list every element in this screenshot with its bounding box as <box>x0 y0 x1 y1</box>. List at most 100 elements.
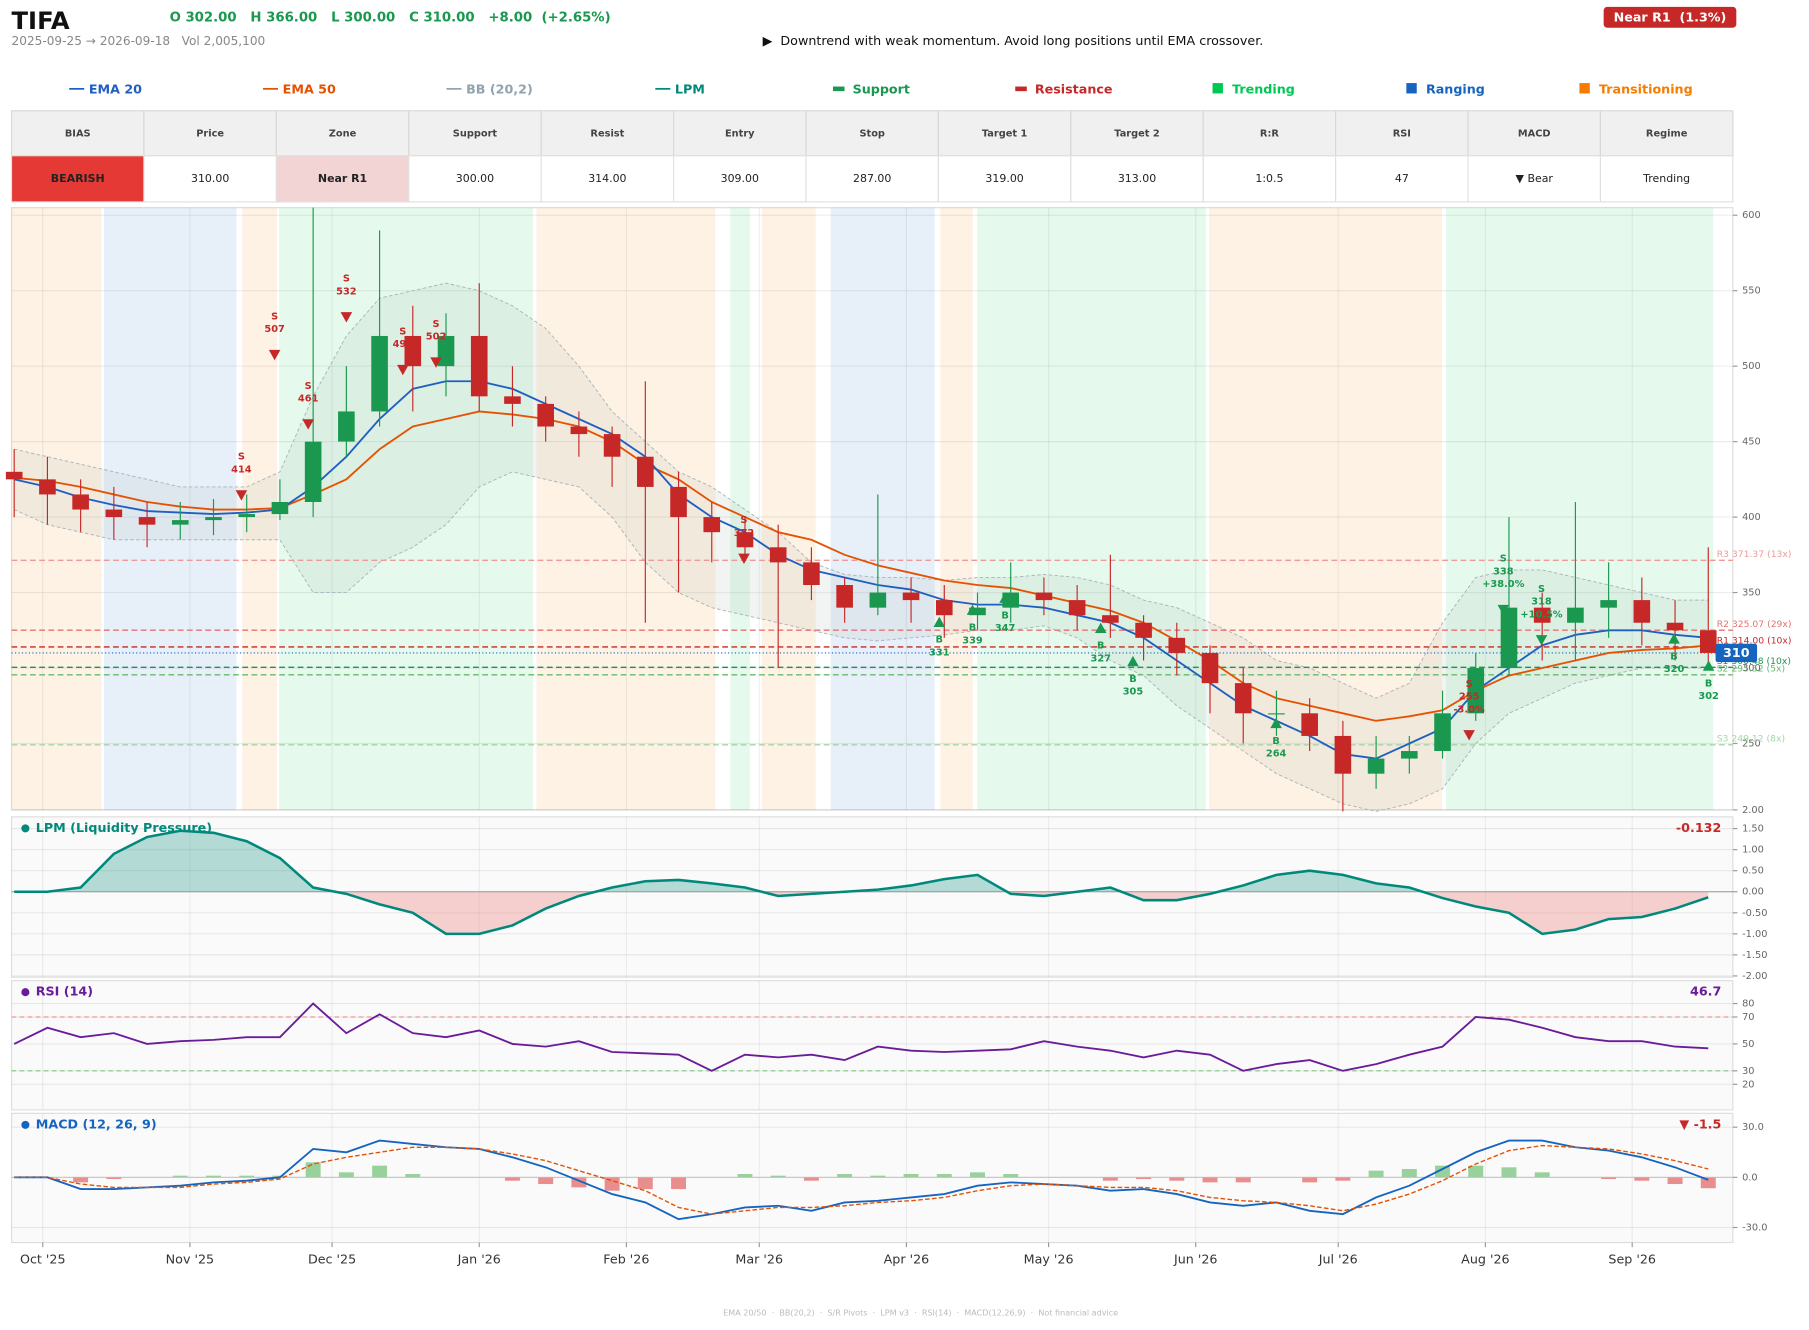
signal-marker <box>397 364 409 376</box>
legend-label: BB (20,2) <box>466 81 533 96</box>
regime-band <box>279 207 534 810</box>
candle-body <box>404 335 422 367</box>
table-header: MACD <box>1518 128 1551 139</box>
macd-histogram-bar <box>770 1175 786 1178</box>
macd-histogram-bar <box>1601 1177 1617 1180</box>
candle-body <box>1401 751 1418 759</box>
legend-label: Transitioning <box>1599 81 1693 96</box>
macd-histogram-bar <box>1468 1165 1484 1178</box>
table-value: 47 <box>1395 172 1409 185</box>
x-tick-label: Aug '26 <box>1461 1251 1509 1266</box>
legend-swatch <box>1212 83 1223 94</box>
legend-label: EMA 50 <box>283 81 336 96</box>
macd-histogram-bar <box>870 1175 886 1178</box>
signal-price: 372 <box>734 528 754 539</box>
signal-label: S <box>1500 554 1507 565</box>
x-tick-label: Jan '26 <box>457 1251 501 1266</box>
signal-marker <box>1668 633 1680 644</box>
badge: Near R1 (1.3%) <box>1614 9 1727 24</box>
signal-label: S <box>238 452 245 463</box>
macd-histogram-bar <box>803 1177 819 1181</box>
candle-body <box>1168 637 1186 653</box>
signal-marker <box>966 604 979 615</box>
sr-label: S3 249.12 (8x) <box>1717 734 1785 745</box>
candle-body <box>1102 615 1119 623</box>
candle-body <box>1633 600 1651 623</box>
signal-price: 302 <box>1698 691 1718 702</box>
signal-price: 255 <box>1459 692 1480 703</box>
candle-body <box>1367 758 1385 774</box>
lpm-line <box>14 829 1709 936</box>
panel <box>10 816 1734 978</box>
signal-price: 532 <box>336 286 356 297</box>
candle-body <box>171 520 189 525</box>
regime-band <box>830 207 935 810</box>
x-tick-label: Mar '26 <box>735 1251 783 1266</box>
macd-histogram-bar <box>405 1174 421 1178</box>
panel-readout: ▼ -1.5 <box>1679 1116 1721 1131</box>
candle-body <box>470 335 488 397</box>
table-header: BIAS <box>65 128 91 139</box>
table-value: 314.00 <box>588 172 626 185</box>
signal-marker <box>1702 660 1715 671</box>
macd-histogram-bar <box>206 1175 221 1178</box>
table-header: R:R <box>1260 128 1279 139</box>
signal-marker <box>999 592 1011 603</box>
y-tick-label: 2.00 <box>1742 805 1764 816</box>
candle-body <box>1268 713 1285 715</box>
x-tick-label: Nov '25 <box>166 1251 214 1266</box>
signal-note: +10.5% <box>1520 609 1562 620</box>
y-tick-label: 300 <box>1742 663 1761 674</box>
table-cell <box>1335 155 1469 203</box>
signal-marker <box>1535 635 1548 646</box>
regime-band <box>761 207 816 810</box>
y-tick-label: 0.00 <box>1742 887 1764 898</box>
panel-readout: -0.132 <box>1676 820 1721 835</box>
candle-body <box>105 509 123 518</box>
signal-price: 502 <box>426 332 446 343</box>
x-tick-label: Sep '26 <box>1608 1251 1656 1266</box>
macd-histogram-bar <box>1667 1177 1683 1185</box>
signal-label: B <box>1705 678 1712 689</box>
x-tick-label: Jul '26 <box>1318 1251 1358 1266</box>
table-cell <box>805 155 939 203</box>
table-value: 310.00 <box>191 172 229 185</box>
panel <box>10 1112 1734 1244</box>
candle-body <box>1467 668 1485 714</box>
date-range: 2025-09-25 → 2026-09-18 Vol 2,005,100 <box>12 34 266 48</box>
table-header-cell <box>540 110 675 157</box>
y-tick-label: 600 <box>1742 210 1761 221</box>
regime-band <box>940 207 973 810</box>
candle-body <box>969 607 986 616</box>
macd-histogram-bar <box>172 1175 188 1178</box>
macd-histogram-bar <box>1700 1177 1716 1189</box>
macd-histogram-bar <box>73 1177 89 1183</box>
candle-body <box>1600 600 1617 608</box>
x-tick-label: Apr '26 <box>884 1251 930 1266</box>
signal-marker <box>1497 604 1510 616</box>
candle-body <box>1234 683 1252 714</box>
macd-histogram-bar <box>338 1172 354 1178</box>
y-tick-label: 0.0 <box>1742 1172 1758 1183</box>
signal-marker <box>1270 717 1282 729</box>
table-header-cell <box>673 110 807 157</box>
signal-price: 347 <box>995 623 1016 634</box>
macd-histogram-bar <box>571 1177 587 1188</box>
candle-body <box>1068 600 1086 616</box>
table-value: Trending <box>1642 172 1690 185</box>
y-tick-label: 30.0 <box>1742 1122 1764 1133</box>
signal-note: -3.0% <box>1453 704 1484 715</box>
macd-histogram-bar <box>1401 1168 1417 1178</box>
candle-body <box>238 514 256 518</box>
table-header: Entry <box>725 128 755 139</box>
table-cell <box>408 155 542 203</box>
signal-label: B <box>1670 651 1677 662</box>
macd-histogram-bar <box>504 1177 520 1181</box>
table-value: 300.00 <box>456 172 494 185</box>
badge-bg <box>1603 6 1737 28</box>
table-cell <box>540 155 675 203</box>
panel-title: RSI (14) <box>36 984 93 999</box>
macd-histogram-bar <box>538 1177 554 1185</box>
signal-price: 497 <box>393 339 414 350</box>
macd-histogram-bar <box>637 1177 653 1190</box>
